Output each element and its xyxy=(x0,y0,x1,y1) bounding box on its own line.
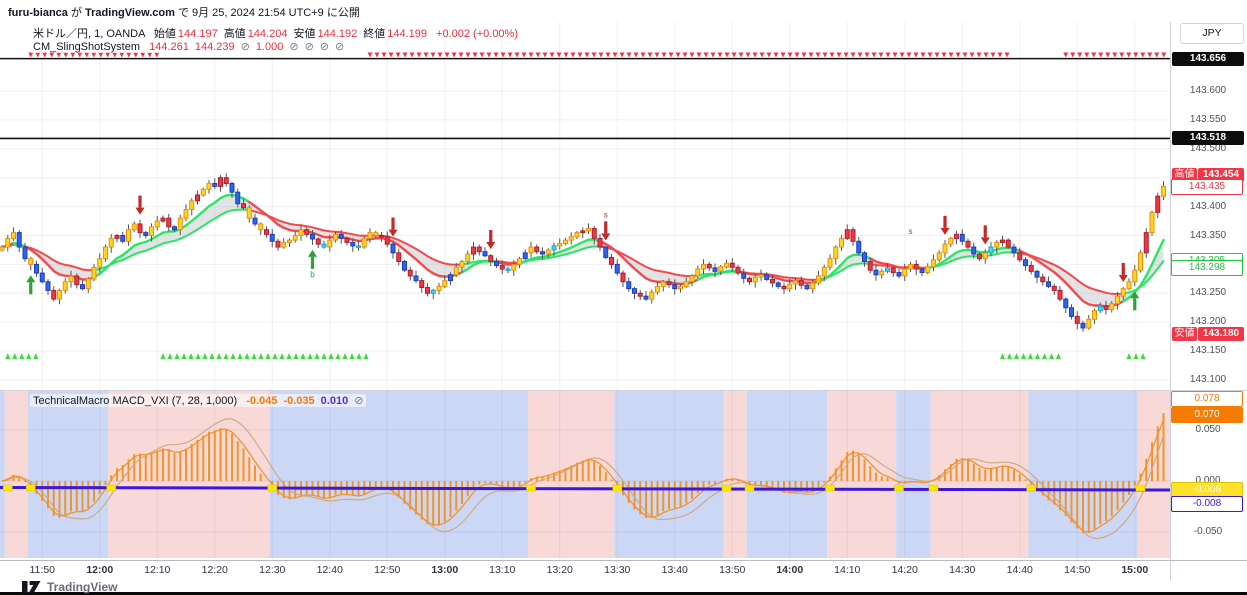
time-tick-label: 13:40 xyxy=(661,564,688,576)
time-tick-label: 14:50 xyxy=(1064,564,1091,576)
macd-indicator-name[interactable]: TechnicalMacro MACD_VXI (7, 28, 1,000) xyxy=(33,395,238,407)
session-high-label: 高値 143.454 xyxy=(1172,168,1244,183)
time-tick-label: 13:00 xyxy=(431,564,459,576)
time-tick-label: 12:20 xyxy=(201,564,228,576)
slingshot-price-label: 143.298 xyxy=(1171,259,1243,276)
hidden-value-icon[interactable]: ⊘ xyxy=(335,41,345,53)
time-axis-border xyxy=(0,560,1247,561)
ohlc-field-value: 144.199 xyxy=(387,28,427,40)
ohlc-field-label: 安値 xyxy=(293,28,316,40)
publish-datetime: で 9月 25, 2024 21:54 UTC+9 に公開 xyxy=(174,7,360,19)
time-tick-label: 14:30 xyxy=(949,564,976,576)
indicator-value: 1.000 xyxy=(255,41,284,53)
time-tick-label: 13:50 xyxy=(719,564,746,576)
hidden-value-icon[interactable]: ⊘ xyxy=(289,41,299,53)
time-tick-label: 12:30 xyxy=(259,564,286,576)
ohlc-field-label: 始値 xyxy=(153,28,176,40)
time-tick-label: 12:00 xyxy=(86,564,114,576)
symbol-title[interactable]: 米ドル／円, 1, OANDA xyxy=(33,28,145,40)
macd-panel xyxy=(0,413,1171,540)
currency-button[interactable]: JPY xyxy=(1180,23,1244,44)
time-tick-label: 14:40 xyxy=(1006,564,1033,576)
time-tick-label: 13:10 xyxy=(489,564,516,576)
price-tick-label: 143.250 xyxy=(1189,287,1227,299)
footer: TradingView xyxy=(22,580,117,594)
time-tick-label: 12:50 xyxy=(374,564,401,576)
ohlc-field-label: 終値 xyxy=(363,28,386,40)
time-tick-label: 13:30 xyxy=(604,564,631,576)
indicator-name[interactable]: CM_SlingShotSystem xyxy=(33,41,140,53)
level-price-label: 143.518 xyxy=(1172,131,1244,146)
macd-tick-label: -0.050 xyxy=(1193,526,1223,537)
price-tick-label: 143.550 xyxy=(1189,113,1227,125)
hidden-value-icon[interactable]: ⊘ xyxy=(304,41,314,53)
indicator-values: 144.261 144.239 ⊘ 1.000 ⊘ ⊘ ⊘ ⊘ xyxy=(143,41,344,53)
svg-text:b: b xyxy=(310,270,315,279)
macd-legend[interactable]: TechnicalMacro MACD_VXI (7, 28, 1,000) -… xyxy=(30,394,367,407)
time-tick-label: 12:10 xyxy=(144,564,171,576)
slingshot-band xyxy=(0,193,1165,308)
symbol-legend[interactable]: 米ドル／円, 1, OANDA 始値 144.197 高値 144.204 安値 144.… xyxy=(30,25,521,41)
candles xyxy=(0,173,1166,332)
indicator-value: 144.261 xyxy=(149,41,189,53)
indicator-value: 144.239 xyxy=(194,41,235,53)
macd-tick-label: 0.000 xyxy=(1195,475,1221,486)
axis-separator xyxy=(1170,22,1171,580)
price-tick-label: 143.200 xyxy=(1189,316,1227,328)
header-text-1: が xyxy=(67,7,86,19)
gridlines xyxy=(0,22,1170,558)
macd-legend-value: 0.010 xyxy=(320,395,349,407)
hidden-value-icon[interactable]: ⊘ xyxy=(354,395,364,407)
panel-separator[interactable] xyxy=(0,390,1247,391)
time-tick-label: 11:50 xyxy=(29,564,56,576)
time-tick-label: 14:10 xyxy=(834,564,861,576)
tradingview-site-link[interactable]: TradingView.com xyxy=(85,7,175,19)
price-tick-label: 143.600 xyxy=(1189,85,1227,96)
macd-tick-label: 0.050 xyxy=(1195,424,1221,435)
macd-legend-value: -0.045 xyxy=(246,395,278,407)
time-tick-label: 13:20 xyxy=(546,564,573,576)
time-tick-label: 14:00 xyxy=(776,564,804,576)
price-tick-label: 143.350 xyxy=(1189,229,1227,241)
window-bottom-edge xyxy=(0,592,1247,595)
ohlc-values: 始値 144.197 高値 144.204 安値 144.192 終値 144.199 xyxy=(148,28,427,40)
last-price-label: 143.435 xyxy=(1171,179,1243,196)
macd-legend-value: -0.035 xyxy=(283,395,315,407)
svg-text:s: s xyxy=(604,210,608,219)
tradingview-brand[interactable]: TradingView xyxy=(47,580,118,594)
macd-value-label: 0.070 xyxy=(1171,406,1243,423)
time-tick-label: 12:40 xyxy=(316,564,343,576)
slingshot-legend[interactable]: CM_SlingShotSystem 144.261 144.239 ⊘ 1.000 ⊘… xyxy=(30,40,348,53)
alert-level-lines xyxy=(0,57,1170,140)
ohlc-field-value: 144.204 xyxy=(247,28,288,40)
price-tick-label: 143.500 xyxy=(1189,142,1227,154)
change-value: +0.002 (+0.00%) xyxy=(436,28,518,40)
macd-value-label: 0.078 xyxy=(1171,391,1243,408)
price-tick-label: 143.400 xyxy=(1189,200,1227,212)
session-low-label: 安値 143.180 xyxy=(1172,326,1244,341)
level-price-label: 143.656 xyxy=(1172,51,1244,66)
publisher-username[interactable]: furu-bianca xyxy=(8,7,68,19)
time-tick-label: 15:00 xyxy=(1121,564,1149,576)
hidden-value-icon[interactable]: ⊘ xyxy=(319,41,329,53)
macd-values: -0.045 -0.035 0.010 ⊘ xyxy=(240,395,363,407)
trend-triangle-ribbons xyxy=(5,52,1167,359)
ohlc-field-value: 144.192 xyxy=(317,28,358,40)
tradingview-logo-icon[interactable] xyxy=(22,580,41,594)
signal-markers: s s b xyxy=(26,195,1140,311)
ohlc-field-value: 144.197 xyxy=(177,28,218,40)
ohlc-field-label: 高値 xyxy=(223,28,246,40)
publish-header: furu-bianca が TradingView.com で 9月 25, 2… xyxy=(8,4,360,20)
macd-value-label: -0.008 xyxy=(1171,496,1243,513)
svg-text:s: s xyxy=(909,227,913,236)
price-tick-label: 143.100 xyxy=(1189,374,1227,385)
hidden-value-icon[interactable]: ⊘ xyxy=(240,41,250,53)
time-tick-label: 14:20 xyxy=(891,564,918,576)
price-tick-label: 143.150 xyxy=(1189,345,1227,357)
